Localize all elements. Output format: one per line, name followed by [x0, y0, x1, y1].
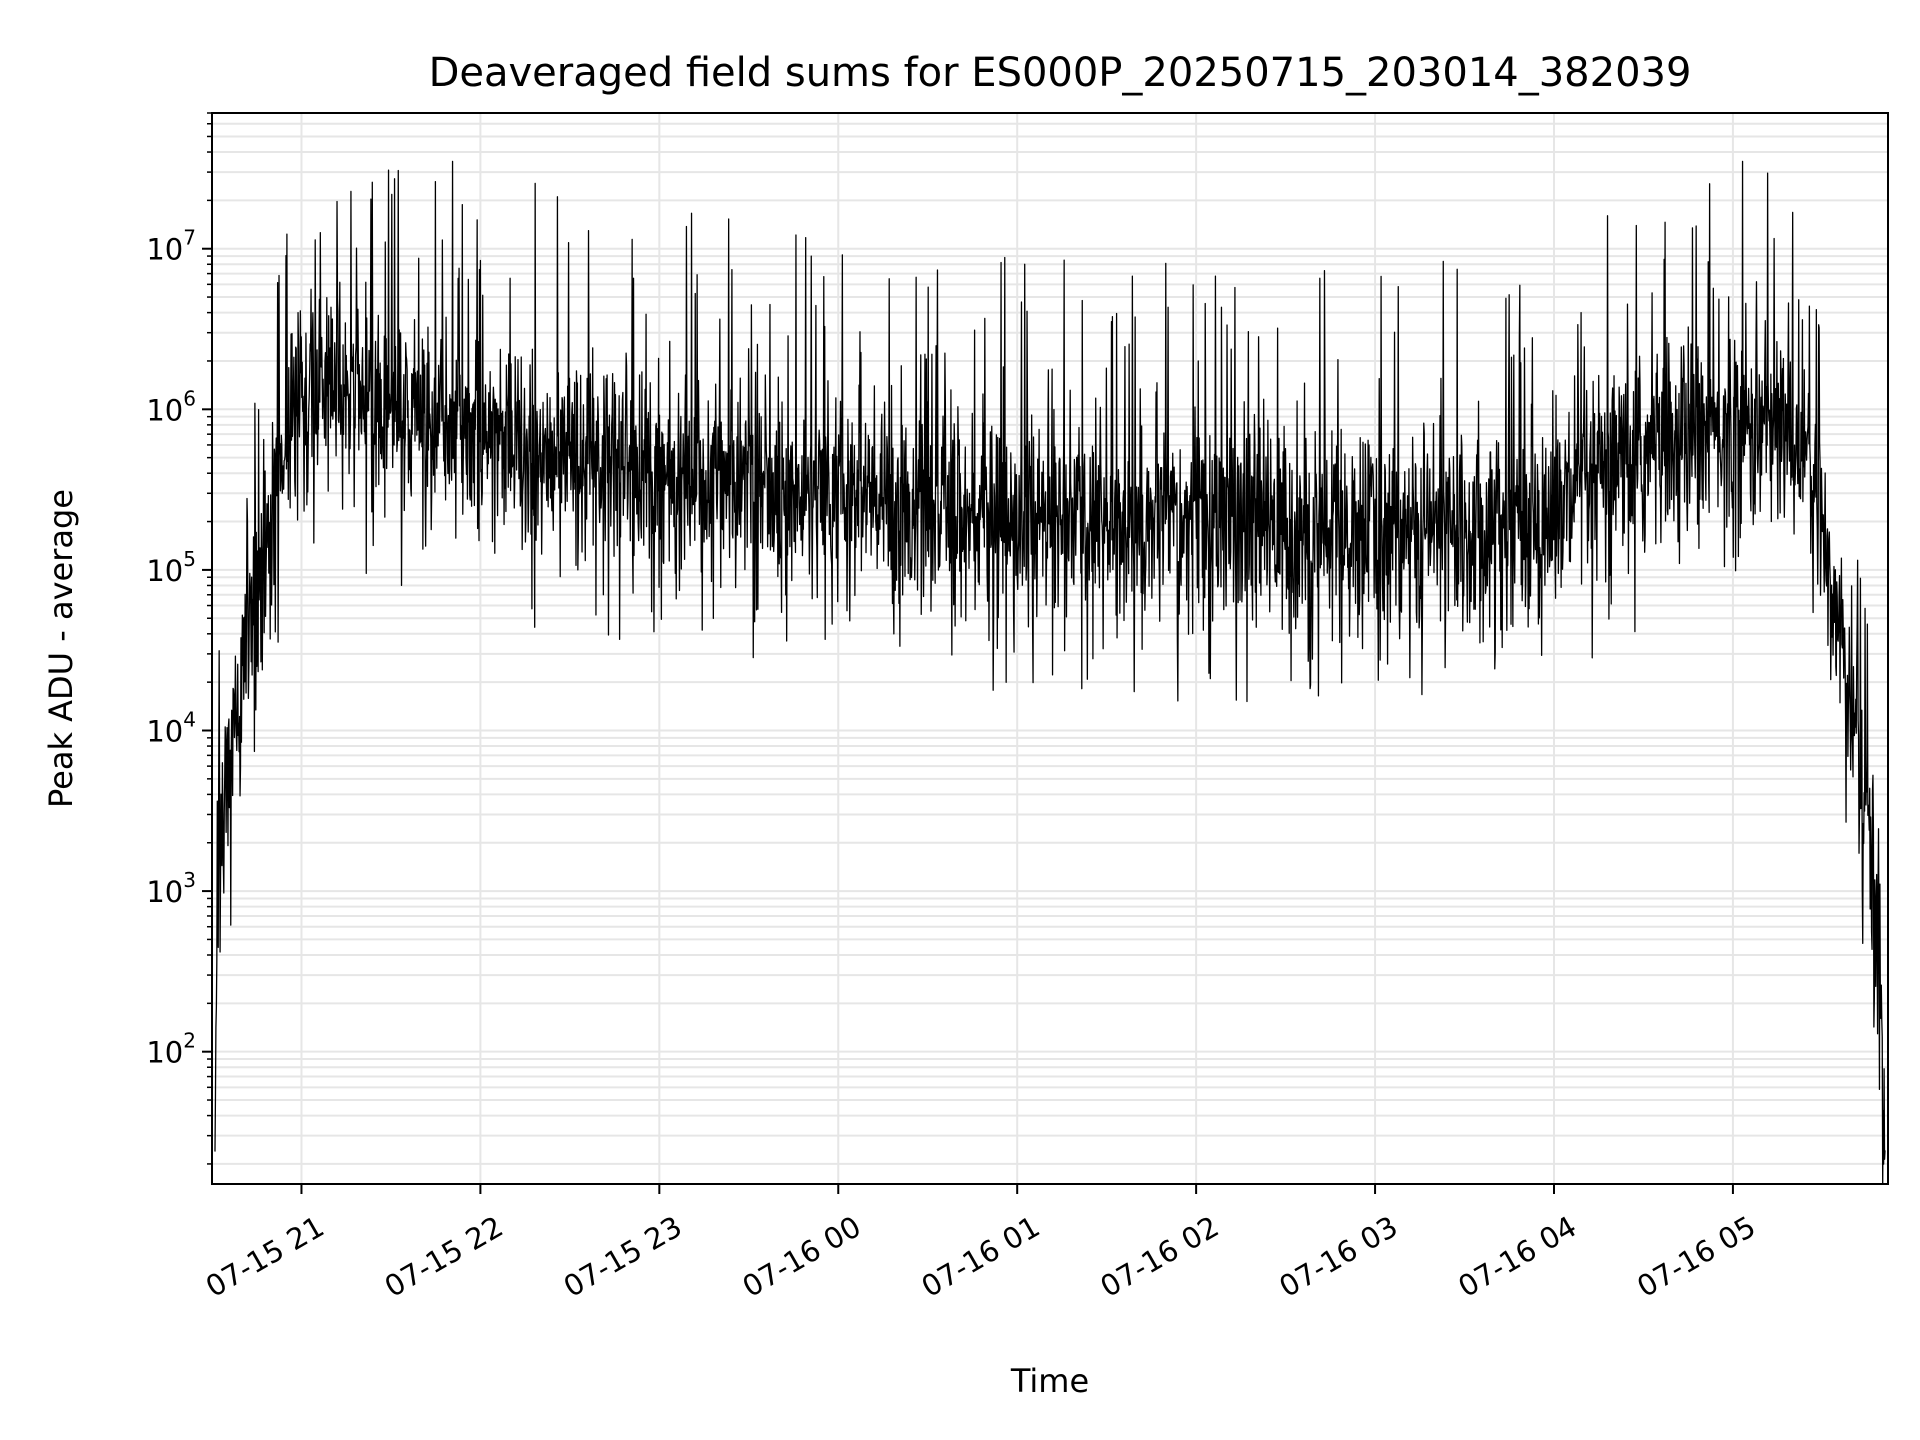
y-tick-label: 102	[146, 1029, 196, 1070]
y-tick-label: 107	[146, 226, 196, 267]
series-line	[214, 160, 1886, 1185]
x-axis-label: Time	[1010, 1362, 1089, 1400]
y-tick-label: 104	[146, 707, 196, 748]
y-tick-label: 103	[146, 868, 196, 909]
chart-title: Deaveraged field sums for ES000P_2025071…	[429, 50, 1692, 96]
y-axis-label: Peak ADU - average	[42, 489, 80, 808]
y-tick-label: 105	[146, 547, 196, 588]
y-axis: 102 103 104 105 106 107	[146, 112, 212, 1165]
y-tick-label: 106	[146, 386, 196, 427]
plot-frame	[211, 112, 1889, 1185]
series-layer	[214, 160, 1886, 1185]
